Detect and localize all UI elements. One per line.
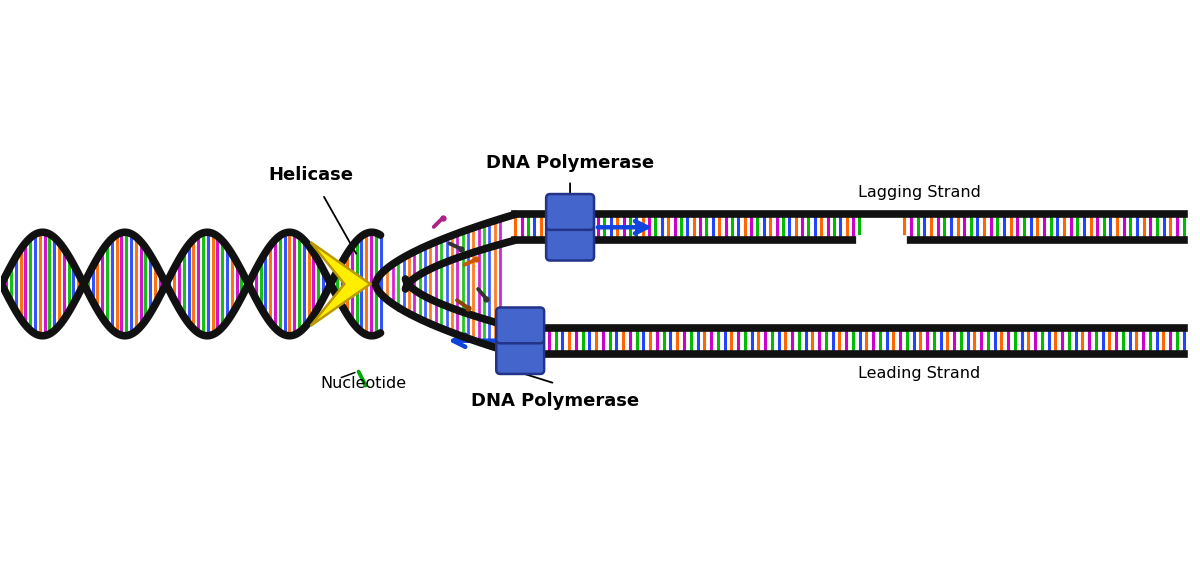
Text: DNA Polymerase: DNA Polymerase (486, 154, 654, 172)
FancyBboxPatch shape (497, 338, 544, 374)
FancyBboxPatch shape (497, 307, 544, 343)
Polygon shape (311, 242, 371, 326)
Text: DNA Polymerase: DNA Polymerase (472, 393, 640, 410)
Text: Leading Strand: Leading Strand (858, 366, 980, 381)
FancyBboxPatch shape (546, 194, 594, 230)
Text: Nucleotide: Nucleotide (320, 376, 407, 391)
Text: Lagging Strand: Lagging Strand (858, 185, 980, 200)
FancyBboxPatch shape (546, 225, 594, 261)
Text: Helicase: Helicase (268, 166, 353, 184)
